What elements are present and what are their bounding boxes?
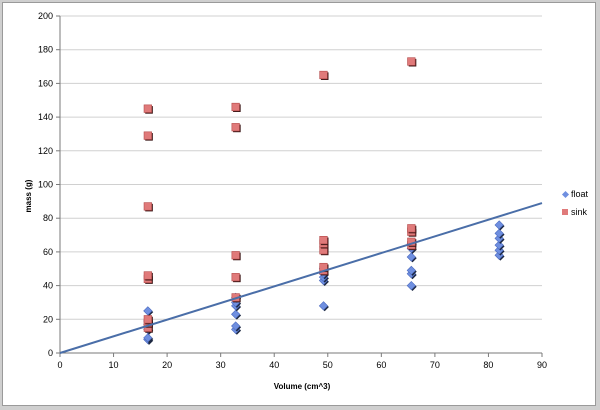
legend-item-float: float [561, 189, 589, 199]
sink-point [143, 271, 152, 280]
y-tick-labels: 0 20 40 60 80 100 120 140 160 180 200 [38, 11, 53, 358]
float-point [231, 321, 241, 331]
sink-point [143, 202, 152, 211]
trendline [59, 202, 543, 354]
x-tick-label: 60 [376, 360, 386, 370]
sink-point [407, 224, 416, 233]
y-tick-label: 40 [43, 281, 53, 291]
y-tick-label: 20 [43, 314, 53, 324]
x-tick-label: 0 [57, 360, 62, 370]
gridlines [60, 15, 542, 320]
float-point [231, 309, 241, 319]
x-tick-label: 70 [430, 360, 440, 370]
float-point [318, 301, 329, 311]
float-point [494, 228, 504, 238]
y-tick-label: 80 [43, 213, 53, 223]
sink-point [231, 123, 240, 132]
y-tick-label: 100 [38, 180, 53, 190]
y-tick-label: 160 [38, 78, 53, 88]
legend-item-sink: sink [562, 207, 588, 217]
float-diamond-icon [561, 190, 570, 199]
float-point [406, 280, 416, 291]
x-tick-label: 50 [323, 360, 333, 370]
y-tick-label: 180 [38, 45, 53, 55]
x-axis-title: Volume (cm^3) [274, 382, 331, 391]
axes [56, 15, 543, 357]
y-tick-label: 120 [38, 146, 53, 156]
legend: float sink [561, 189, 589, 217]
x-tick-labels: 0 10 20 30 40 50 60 70 80 90 [57, 360, 547, 370]
y-tick-label: 140 [38, 112, 53, 122]
sink-point [319, 70, 328, 80]
y-tick-label: 60 [43, 247, 53, 257]
sink-point [319, 236, 328, 245]
sink-point [231, 102, 240, 112]
x-tick-label: 20 [162, 360, 172, 370]
legend-label-sink: sink [571, 207, 588, 217]
float-point [143, 333, 153, 343]
float-point [143, 306, 153, 316]
y-tick-label: 0 [48, 348, 53, 358]
scatter-chart: 0 20 40 60 80 100 120 140 160 180 200 0 10 20 30 40 50 6… [24, 11, 589, 391]
sink-point [231, 273, 240, 282]
y-tick-label: 200 [38, 11, 53, 21]
sink-point [143, 104, 152, 113]
x-tick-label: 80 [483, 360, 493, 370]
float-point [494, 240, 504, 250]
float-point [406, 265, 416, 276]
trendline-layer [59, 202, 543, 354]
data-points [143, 57, 505, 345]
x-tick-label: 90 [537, 360, 547, 370]
x-tick-label: 40 [269, 360, 279, 370]
sink-point [231, 251, 240, 260]
legend-label-float: float [571, 189, 589, 199]
sink-point [407, 57, 416, 66]
sink-point [143, 315, 152, 324]
float-point [406, 252, 416, 262]
sink-point [143, 131, 152, 140]
y-axis-title: mass (g) [24, 179, 33, 212]
x-tick-label: 30 [216, 360, 226, 370]
float-point [494, 220, 504, 230]
sink-square-icon [562, 209, 568, 215]
chart-frame: 0 20 40 60 80 100 120 140 160 180 200 0 10 20 30 40 50 6… [2, 2, 596, 406]
x-tick-label: 10 [109, 360, 119, 370]
